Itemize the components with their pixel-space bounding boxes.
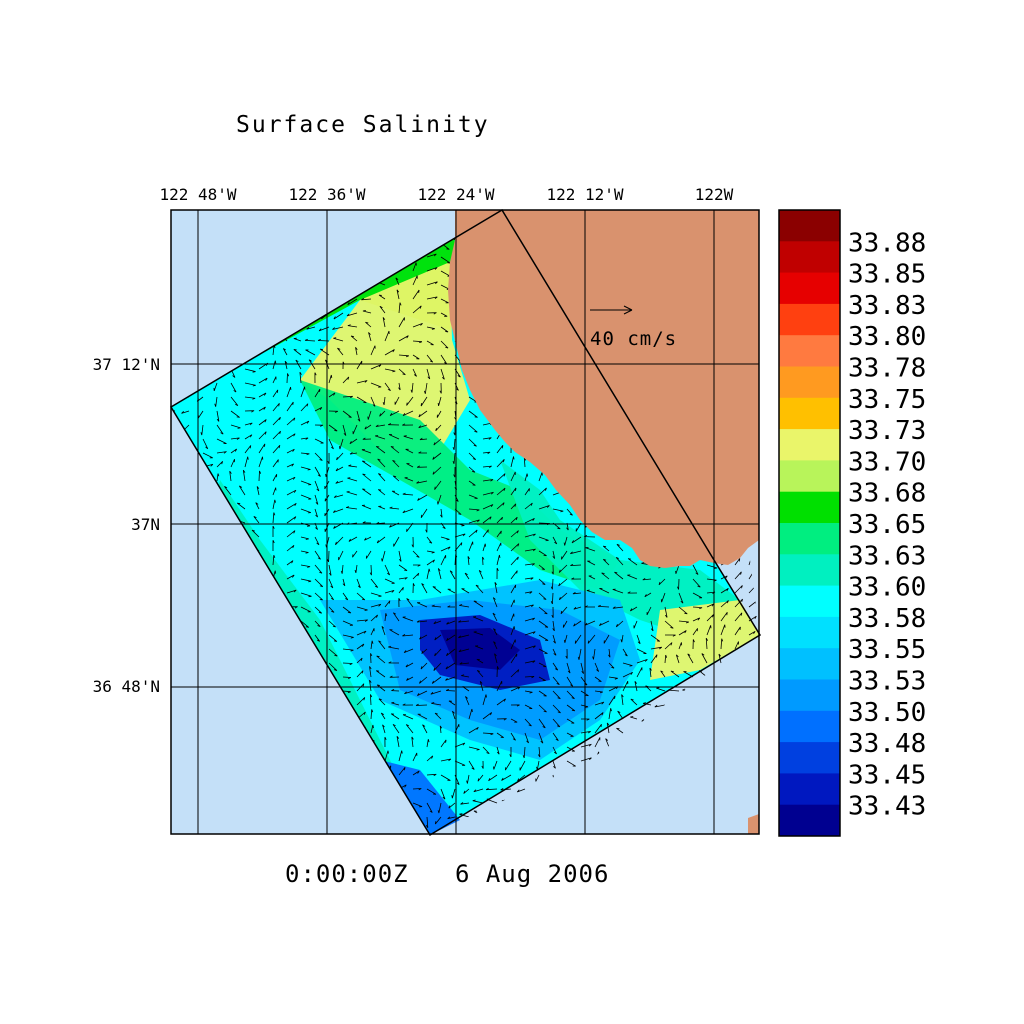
colorbar-swatch [779,742,840,774]
colorbar-swatch [779,303,840,336]
reference-vector-label: 40 cm/s [590,328,677,350]
colorbar-tick-label: 33.48 [848,729,926,759]
colorbar-swatch [779,554,840,587]
lon-label: 122 36'W [288,185,365,204]
colorbar-swatch [779,210,840,242]
colorbar-swatch [779,366,840,399]
land-mass [448,210,759,568]
map-border [170,209,760,835]
colorbar-tick-label: 33.68 [848,479,926,509]
colorbar-tick-label: 33.83 [848,291,926,321]
colorbar-tick-label: 33.43 [848,792,926,822]
colorbar-tick-label: 33.45 [848,760,926,790]
colorbar-tick-label: 33.58 [848,604,926,634]
salinity-contour [380,760,460,834]
colorbar-tick-label: 33.65 [848,510,926,540]
colorbar-swatch [779,804,840,837]
colorbar-tick-label: 33.60 [848,573,926,603]
lat-label: 37 12'N [93,355,160,374]
model-domain-outline [169,208,762,837]
chart-title: Surface Salinity [236,112,490,138]
colorbar-swatch [779,616,840,649]
colorbar-tick-label: 33.80 [848,322,926,352]
colorbar-swatch [779,429,840,461]
colorbar-tick-label: 33.50 [848,698,926,728]
colorbar-tick-label: 33.73 [848,416,926,446]
timestamp-label: 0:00:00Z 6 Aug 2006 [285,860,609,888]
colorbar-swatch [779,773,840,806]
colorbar-swatch [779,460,840,493]
colorbar-swatch [779,585,840,618]
colorbar-swatch [779,491,840,524]
colorbar-swatch [779,523,840,555]
colorbar-swatch [779,679,840,712]
colorbar-tick-label: 33.55 [848,635,926,665]
lon-label: 122 48'W [159,185,236,204]
colorbar-tick-label: 33.53 [848,667,926,697]
salinity-contour [650,600,759,680]
colorbar-tick-label: 33.63 [848,541,926,571]
colorbar-swatch [779,710,840,743]
graticule [171,210,759,834]
lon-label: 122 24'W [417,185,494,204]
colorbar-tick-label: 33.85 [848,260,926,290]
latitude-labels: 37 12'N 37N 36 48'N [93,355,160,696]
colorbar-swatch [779,648,840,680]
colorbar-border [778,209,841,837]
salinity-contour [440,628,520,670]
colorbar: 33.8833.8533.8333.8033.7833.7533.7333.70… [778,209,926,837]
lat-label: 37N [131,515,160,534]
lon-label: 122 12'W [546,185,623,204]
lat-label: 36 48'N [93,677,160,696]
colorbar-swatch [779,272,840,305]
colorbar-swatch [779,335,840,367]
colorbar-swatch [779,397,840,430]
colorbar-tick-label: 33.88 [848,228,926,258]
lon-label: 122W [695,185,734,204]
colorbar-tick-label: 33.78 [848,354,926,384]
longitude-labels: 122 48'W 122 36'W 122 24'W 122 12'W 122W [159,185,733,204]
colorbar-swatch [779,241,840,274]
colorbar-tick-label: 33.70 [848,447,926,477]
land-islet [748,814,759,834]
colorbar-tick-label: 33.75 [848,385,926,415]
reference-vector: 40 cm/s [590,305,677,350]
map-panel: 40 cm/s [169,208,762,837]
